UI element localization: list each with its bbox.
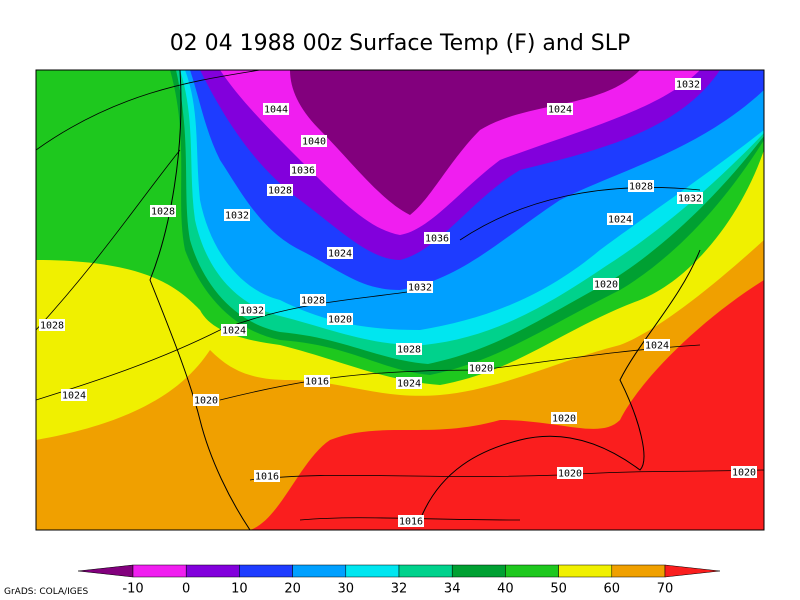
isobar-label-box [593,278,619,290]
isobar-label-box [300,294,326,306]
isobar-label-box [327,247,353,259]
isobar-label: 1020 [594,280,618,291]
isobar-label-box [290,164,316,176]
isobar-label: 1024 [397,379,421,390]
map-title: 02 04 1988 00z Surface Temp (F) and SLP [170,31,631,56]
isobar-label-box [468,362,494,374]
isobar-label-box [424,232,450,244]
isobar-label: 1020 [558,469,582,480]
isobar-label: 1020 [469,364,493,375]
isobar-label-box [675,78,701,90]
isobar-label: 1028 [629,182,653,193]
colorbar-box [185,564,240,578]
colorbar-label: 0 [182,582,190,597]
colorbar-label: 34 [444,582,461,597]
isobar-label-box [628,180,654,192]
isobar-label: 1028 [268,186,292,197]
isobar-label: 1032 [240,306,264,317]
colorbar-label: 50 [550,582,567,597]
isobar-label-box [263,103,289,115]
isobar-label-box [398,515,424,527]
isobar-label-box [396,343,422,355]
isobar-label: 1024 [62,391,86,402]
isobar-label: 1032 [678,194,702,205]
isobar-label-box [239,304,265,316]
isobar-label: 1032 [676,80,700,91]
isobar-label: 1020 [194,396,218,407]
colorbar-box [611,564,666,578]
isobar-label: 1020 [552,414,576,425]
temp-region [290,70,640,215]
temperature-map [36,70,764,530]
isobar-label-box [301,135,327,147]
isobar-label-box [731,466,757,478]
isobar-label: 1028 [397,345,421,356]
credit: GrADS: COLA/IGES [4,587,88,597]
colorbar-label: 40 [497,582,514,597]
isobar-label: 1028 [40,321,64,332]
isobar-label-box [677,192,703,204]
isobar-label-box [557,467,583,479]
isobar-label-box [267,184,293,196]
isobar-label-box [61,389,87,401]
isobar-label: 1016 [255,472,279,483]
isobar-label-box [607,213,633,225]
colorbar-box [398,564,453,578]
colorbar-label: 60 [604,582,621,597]
colorbar-box [505,564,559,578]
colorbar-box [345,564,400,578]
isobar-label-box [547,103,573,115]
isobar-label-box [407,281,433,293]
isobar-label-box [304,375,330,387]
isobar-label-box [221,324,247,336]
isobar-label-box [644,339,670,351]
isobar-label-box [150,205,176,217]
isobar-label: 1036 [425,234,449,245]
isobar-label: 1016 [305,377,329,388]
isobar-label: 1044 [264,105,288,116]
isobar-label-box [327,313,353,325]
map-frame [35,69,765,531]
isobar-label-box [396,377,422,389]
colorbar-label: 32 [391,582,408,597]
coastlines [149,70,701,530]
isobar-label: 1024 [645,341,669,352]
isobar-label-box [551,412,577,424]
colorbar-box [292,564,347,578]
colorbar-label: 10 [231,582,248,597]
colorbar-arrow [664,564,721,578]
colorbar-label: 70 [657,582,674,597]
isobar-label: 1024 [548,105,572,116]
isobar-label: 1024 [328,249,352,260]
colorbar-box [132,564,187,578]
colorbar-label: -10 [122,582,143,597]
colorbar-label: 30 [338,582,355,597]
isobar-label: 1024 [608,215,632,226]
isobar-label: 1032 [408,283,432,294]
isobar-label-box [254,470,280,482]
isobar-label: 1036 [291,166,315,177]
isobar-label: 1028 [151,207,175,218]
colorbar-box [239,564,293,578]
colorbar-label: 20 [284,582,301,597]
isobar-label: 1032 [225,211,249,222]
isobar-label: 1028 [301,296,325,307]
colorbar-box [558,564,613,578]
isobar-label: 1020 [328,315,352,326]
isobar-label-box [224,209,250,221]
colorbar-box [451,564,506,578]
colorbar-arrow [77,564,134,578]
isobar-label-box [193,394,219,406]
isobar-label: 1020 [732,468,756,479]
colorbar: -10 0 10 20 30 32 34 40 50 60 70 [77,564,721,597]
isobar-label: 1016 [399,517,423,528]
isobar-label: 1040 [302,137,326,148]
isobar-label-box [39,319,65,331]
isobar-label: 1024 [222,326,246,337]
